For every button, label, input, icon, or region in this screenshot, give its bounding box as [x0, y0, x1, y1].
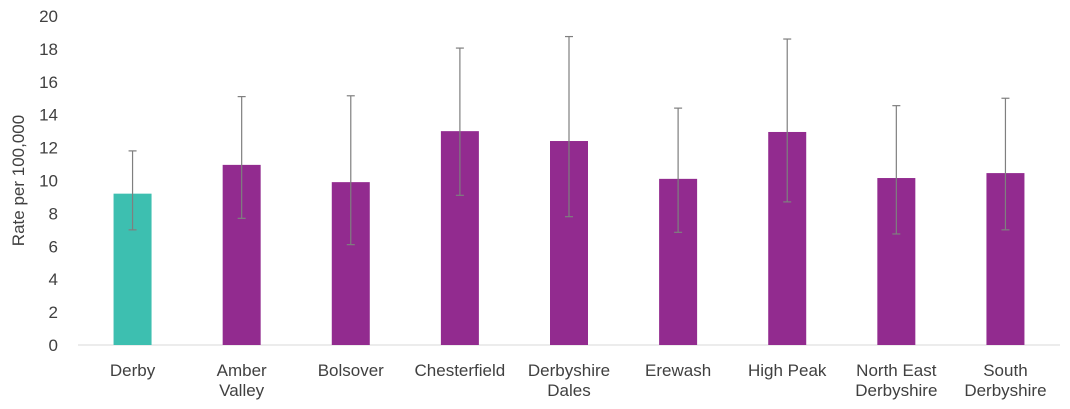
x-tick-label: Erewash — [645, 361, 711, 380]
y-tick-label: 12 — [39, 139, 58, 158]
error-bar — [237, 96, 246, 219]
error-bar — [674, 107, 683, 233]
y-axis-title: Rate per 100,000 — [9, 115, 28, 246]
y-tick-label: 16 — [39, 73, 58, 92]
y-axis-ticks: 0 2 4 6 8 10 12 14 16 18 20 — [39, 7, 58, 355]
x-tick-label: High Peak — [748, 361, 827, 380]
x-tick-label: Amber Valley — [217, 361, 267, 400]
error-bar — [1001, 97, 1010, 231]
y-tick-label: 0 — [49, 336, 58, 355]
y-tick-label: 8 — [49, 204, 58, 223]
error-bar — [783, 38, 792, 203]
error-bar — [128, 150, 137, 231]
x-tick-label: Chesterfield — [415, 361, 506, 380]
error-bar — [455, 47, 464, 196]
x-tick-label: North East Derbyshire — [855, 361, 937, 400]
y-tick-label: 10 — [39, 172, 58, 191]
y-tick-label: 14 — [39, 106, 58, 125]
y-tick-label: 4 — [49, 270, 58, 289]
x-tick-label: Derbyshire Dales — [528, 361, 610, 400]
error-bars-group — [128, 35, 1010, 246]
error-bar — [565, 35, 573, 218]
y-tick-label: 6 — [49, 237, 58, 256]
x-tick-label: Derby — [110, 361, 156, 380]
error-bar — [892, 105, 901, 235]
y-tick-label: 2 — [49, 303, 58, 322]
x-tick-label: South Derbyshire — [964, 361, 1046, 400]
y-tick-label: 18 — [39, 40, 58, 59]
x-tick-label: Bolsover — [318, 361, 384, 380]
error-bar — [346, 95, 355, 246]
y-tick-label: 20 — [39, 7, 58, 26]
x-axis-labels: Derby Amber Valley Bolsover Chesterfield Derb… — [110, 361, 1047, 400]
